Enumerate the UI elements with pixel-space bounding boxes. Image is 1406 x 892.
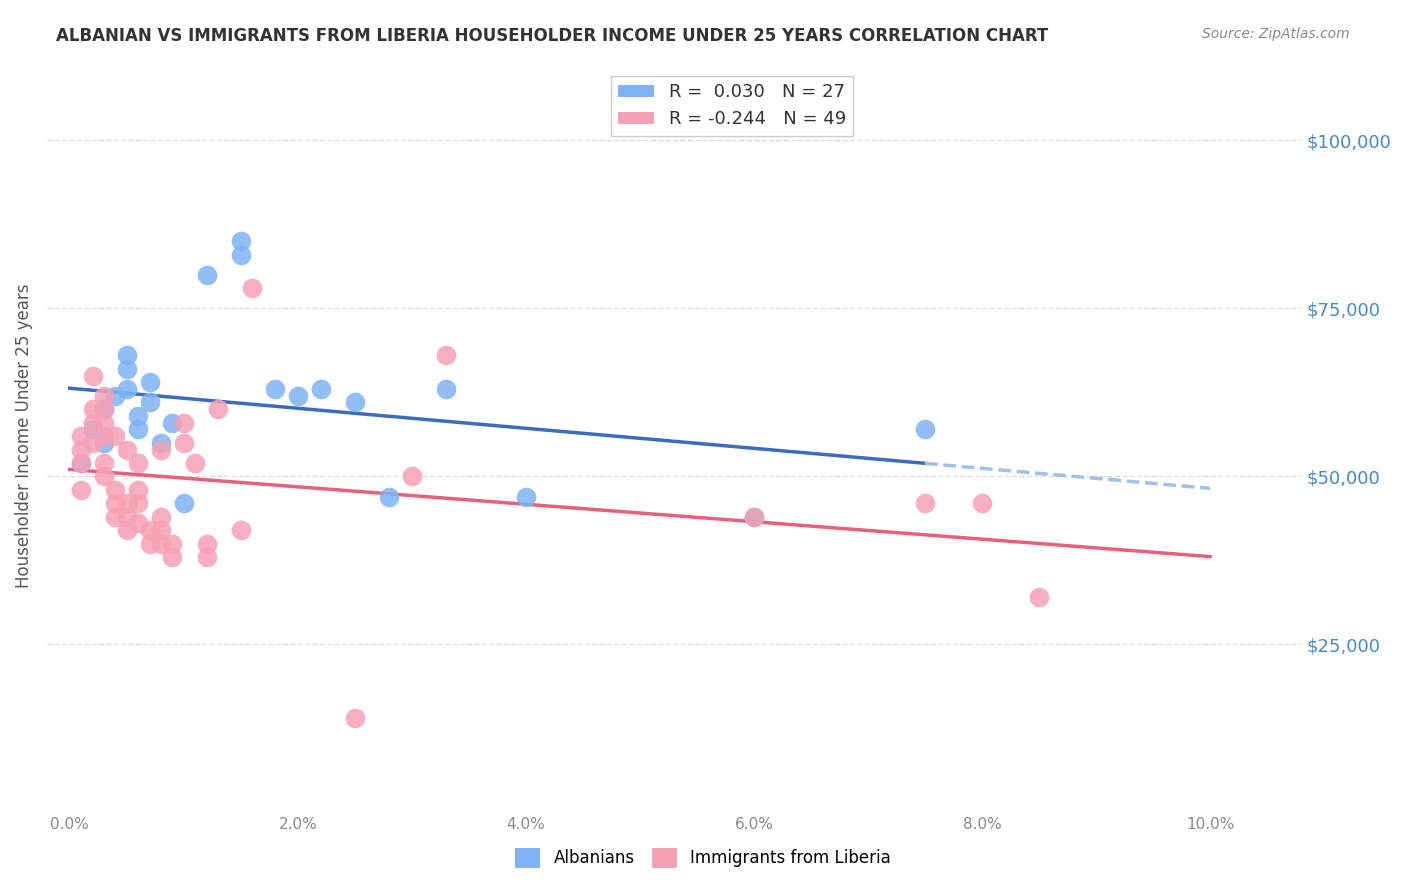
Point [82, 422, 104, 436]
Point [173, 416, 195, 430]
Point [309, 382, 332, 396]
Point [173, 435, 195, 450]
Text: Source: ZipAtlas.com: Source: ZipAtlas.com [1202, 27, 1350, 41]
Point [195, 268, 218, 282]
Point [127, 422, 149, 436]
Text: ALBANIAN VS IMMIGRANTS FROM LIBERIA HOUSEHOLDER INCOME UNDER 25 YEARS CORRELATIO: ALBANIAN VS IMMIGRANTS FROM LIBERIA HOUS… [56, 27, 1049, 45]
Point [184, 456, 207, 470]
Point [70, 442, 93, 457]
Point [82, 416, 104, 430]
Point [970, 496, 993, 510]
Point [127, 516, 149, 531]
Point [264, 382, 287, 396]
Point [401, 469, 423, 483]
Point [207, 402, 229, 417]
Point [93, 456, 115, 470]
Point [82, 368, 104, 383]
Point [229, 523, 252, 537]
Point [115, 509, 138, 524]
Point [104, 496, 127, 510]
Point [229, 247, 252, 261]
Point [93, 389, 115, 403]
Point [93, 429, 115, 443]
Point [742, 509, 765, 524]
Point [149, 435, 172, 450]
Point [195, 536, 218, 550]
Point [127, 409, 149, 423]
Point [70, 456, 93, 470]
Point [93, 402, 115, 417]
Point [138, 523, 160, 537]
Point [104, 483, 127, 497]
Y-axis label: Householder Income Under 25 years: Householder Income Under 25 years [15, 284, 32, 589]
Legend: R =  0.030   N = 27, R = -0.244   N = 49: R = 0.030 N = 27, R = -0.244 N = 49 [612, 76, 853, 136]
Point [343, 395, 366, 409]
Point [195, 550, 218, 565]
Point [115, 496, 138, 510]
Point [115, 382, 138, 396]
Point [82, 435, 104, 450]
Point [127, 496, 149, 510]
Point [115, 348, 138, 362]
Point [173, 496, 195, 510]
Point [742, 509, 765, 524]
Point [70, 456, 93, 470]
Point [162, 550, 184, 565]
Point [434, 348, 457, 362]
Point [1028, 591, 1050, 605]
Point [287, 389, 309, 403]
Point [104, 429, 127, 443]
Point [138, 376, 160, 390]
Point [378, 490, 401, 504]
Point [127, 456, 149, 470]
Point [229, 234, 252, 248]
Point [93, 469, 115, 483]
Point [343, 711, 366, 725]
Point [149, 442, 172, 457]
Point [149, 523, 172, 537]
Point [515, 490, 537, 504]
Point [104, 509, 127, 524]
Point [115, 362, 138, 376]
Point [93, 416, 115, 430]
Point [914, 422, 936, 436]
Point [149, 509, 172, 524]
Point [162, 536, 184, 550]
Legend: Albanians, Immigrants from Liberia: Albanians, Immigrants from Liberia [509, 841, 897, 875]
Point [115, 442, 138, 457]
Point [82, 402, 104, 417]
Point [240, 281, 263, 295]
Point [138, 536, 160, 550]
Point [115, 523, 138, 537]
Point [149, 536, 172, 550]
Point [434, 382, 457, 396]
Point [70, 483, 93, 497]
Point [93, 402, 115, 417]
Point [914, 496, 936, 510]
Point [70, 429, 93, 443]
Point [127, 483, 149, 497]
Point [104, 389, 127, 403]
Point [138, 395, 160, 409]
Point [162, 416, 184, 430]
Point [93, 435, 115, 450]
